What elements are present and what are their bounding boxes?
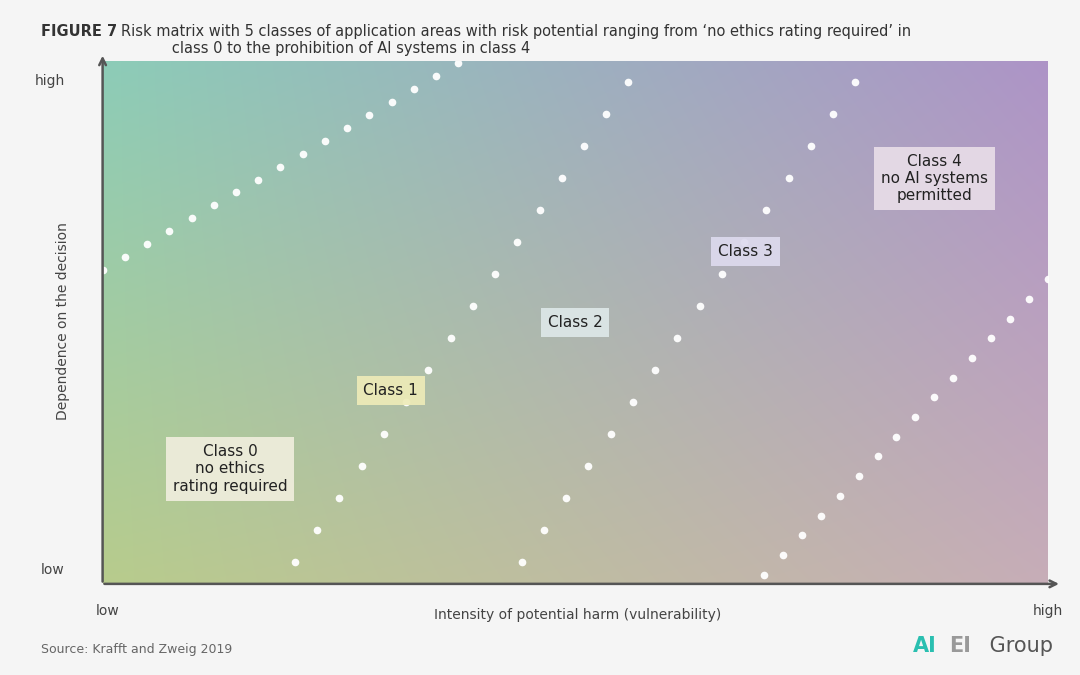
Text: EI: EI (949, 636, 971, 656)
Text: AI: AI (913, 636, 936, 656)
Text: low: low (41, 564, 65, 577)
Text: Class 4
no AI systems
permitted: Class 4 no AI systems permitted (880, 153, 988, 203)
Text: low: low (96, 604, 120, 618)
Text: high: high (1032, 604, 1063, 618)
Text: Class 0
no ethics
rating required: Class 0 no ethics rating required (173, 444, 287, 493)
Text: FIGURE 7: FIGURE 7 (41, 24, 117, 38)
Text: Class 2: Class 2 (548, 315, 603, 330)
Text: Risk matrix with 5 classes of application areas with risk potential ranging from: Risk matrix with 5 classes of applicatio… (121, 24, 912, 56)
Text: Dependence on the decision: Dependence on the decision (56, 221, 69, 420)
Text: Class 3: Class 3 (718, 244, 772, 259)
Text: high: high (35, 74, 65, 88)
Text: Group: Group (983, 636, 1053, 656)
Text: Source: Krafft and Zweig 2019: Source: Krafft and Zweig 2019 (41, 643, 232, 656)
Text: Class 1: Class 1 (364, 383, 418, 398)
Text: Intensity of potential harm (vulnerability): Intensity of potential harm (vulnerabili… (434, 608, 721, 622)
